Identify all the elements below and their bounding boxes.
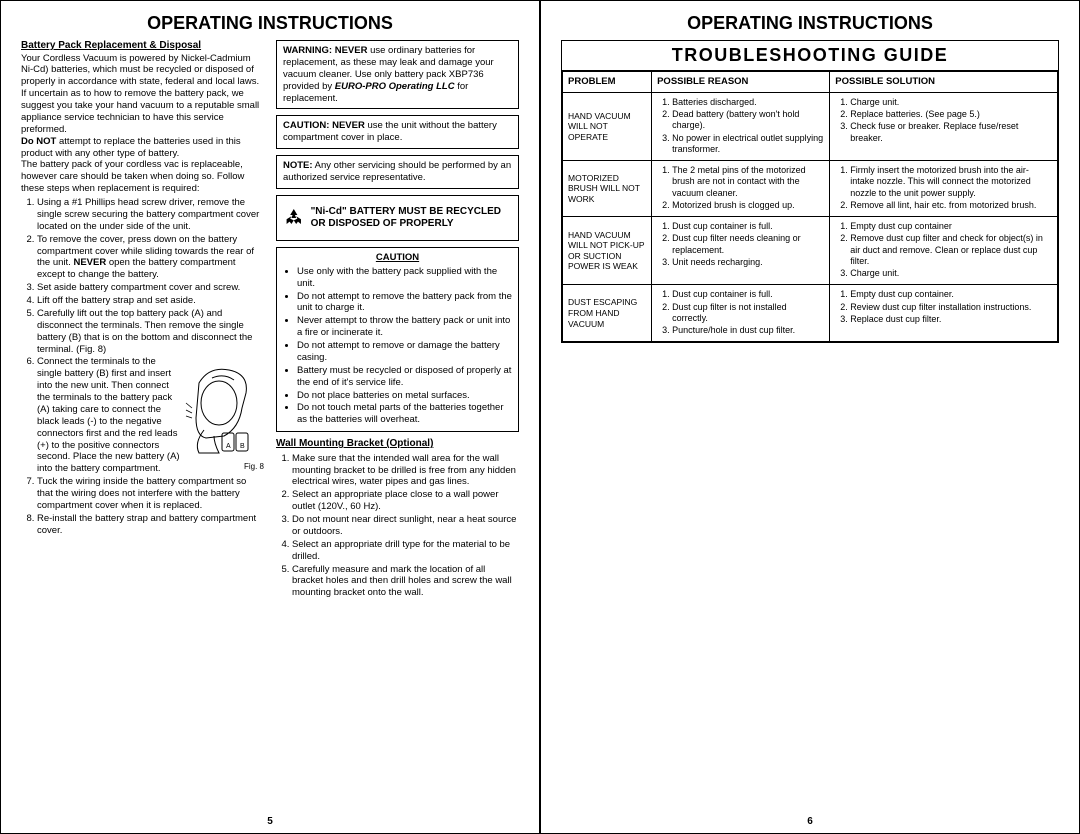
reason-cell: Dust cup container is full. Dust cup fil… [652, 217, 830, 285]
step-7: Tuck the wiring inside the battery compa… [37, 476, 264, 512]
caution-never-box: CAUTION: NEVER use the unit without the … [276, 115, 519, 149]
reason-cell: The 2 metal pins of the motorized brush … [652, 161, 830, 217]
donot-para: Do NOT attempt to replace the batteries … [21, 136, 264, 160]
page-title-right: OPERATING INSTRUCTIONS [561, 13, 1059, 34]
svg-text:B: B [240, 443, 245, 450]
th-problem: PROBLEM [563, 72, 652, 93]
reason-cell: Batteries discharged. Dead battery (batt… [652, 92, 830, 160]
col-left: Battery Pack Replacement & Disposal Your… [21, 40, 264, 601]
th-reason: POSSIBLE REASON [652, 72, 830, 93]
step-2: To remove the cover, press down on the b… [37, 234, 264, 282]
page-number-5: 5 [267, 816, 273, 827]
caution-list: Use only with the battery pack supplied … [283, 266, 512, 426]
wall-head: Wall Mounting Bracket (Optional) [276, 438, 519, 451]
step-6: A B Fig. 8 Connect the terminals to the … [37, 356, 264, 475]
problem-cell: HAND VACUUM WILL NOT PICK-UP OR SUCTION … [563, 217, 652, 285]
donot-bold: Do NOT [21, 136, 56, 147]
step-5: Carefully lift out the top battery pack … [37, 308, 264, 356]
page-title-left: OPERATING INSTRUCTIONS [21, 13, 519, 34]
problem-cell: MOTORIZED BRUSH WILL NOT WORK [563, 161, 652, 217]
recycle-icon [283, 200, 305, 236]
battery-steps: Using a #1 Phillips head screw driver, r… [21, 197, 264, 537]
para1: Your Cordless Vacuum is powered by Nicke… [21, 53, 264, 89]
warning-box: WARNING: NEVER use ordinary batteries fo… [276, 40, 519, 109]
solution-cell: Empty dust cup container Remove dust cup… [830, 217, 1058, 285]
solution-cell: Empty dust cup container. Review dust cu… [830, 285, 1058, 342]
section-battery-head: Battery Pack Replacement & Disposal [21, 40, 264, 53]
table-row: HAND VACUUM WILL NOT PICK-UP OR SUCTION … [563, 217, 1058, 285]
two-column-layout: Battery Pack Replacement & Disposal Your… [21, 40, 519, 601]
page-number-6: 6 [807, 816, 813, 827]
note-box: NOTE: Any other servicing should be perf… [276, 155, 519, 189]
problem-cell: DUST ESCAPING FROM HAND VACUUM [563, 285, 652, 342]
page-5: OPERATING INSTRUCTIONS Battery Pack Repl… [0, 0, 540, 834]
troubleshooting-table: PROBLEM POSSIBLE REASON POSSIBLE SOLUTIO… [562, 71, 1058, 342]
para3: The battery pack of your cordless vac is… [21, 159, 264, 195]
table-header-row: PROBLEM POSSIBLE REASON POSSIBLE SOLUTIO… [563, 72, 1058, 93]
step-1: Using a #1 Phillips head screw driver, r… [37, 197, 264, 233]
col-right: WARNING: NEVER use ordinary batteries fo… [276, 40, 519, 601]
caution-head: CAUTION [283, 252, 512, 264]
th-solution: POSSIBLE SOLUTION [830, 72, 1058, 93]
svg-text:A: A [226, 443, 231, 450]
solution-cell: Charge unit. Replace batteries. (See pag… [830, 92, 1058, 160]
step-3: Set aside battery compartment cover and … [37, 282, 264, 294]
caution-list-box: CAUTION Use only with the battery pack s… [276, 247, 519, 432]
page-6: OPERATING INSTRUCTIONS TROUBLESHOOTING G… [540, 0, 1080, 834]
table-row: MOTORIZED BRUSH WILL NOT WORK The 2 meta… [563, 161, 1058, 217]
recycle-text: "Ni-Cd" BATTERY MUST BE RECYCLED OR DISP… [311, 206, 512, 229]
step-8: Re-install the battery strap and battery… [37, 513, 264, 537]
recycle-box: "Ni-Cd" BATTERY MUST BE RECYCLED OR DISP… [276, 195, 519, 241]
fig-8-caption: Fig. 8 [184, 462, 264, 472]
step-4: Lift off the battery strap and set aside… [37, 295, 264, 307]
table-row: HAND VACUUM WILL NOT OPERATE Batteries d… [563, 92, 1058, 160]
warning-bold: WARNING: NEVER [283, 45, 367, 56]
guide-title: TROUBLESHOOTING GUIDE [562, 41, 1058, 71]
table-row: DUST ESCAPING FROM HAND VACUUM Dust cup … [563, 285, 1058, 342]
reason-cell: Dust cup container is full. Dust cup fil… [652, 285, 830, 342]
solution-cell: Firmly insert the motorized brush into t… [830, 161, 1058, 217]
figure-8: A B Fig. 8 [184, 358, 264, 472]
problem-cell: HAND VACUUM WILL NOT OPERATE [563, 92, 652, 160]
wall-steps: Make sure that the intended wall area fo… [276, 453, 519, 600]
vacuum-illustration-icon: A B [184, 358, 264, 458]
troubleshooting-guide-box: TROUBLESHOOTING GUIDE PROBLEM POSSIBLE R… [561, 40, 1059, 343]
para2: If uncertain as to how to remove the bat… [21, 88, 264, 136]
